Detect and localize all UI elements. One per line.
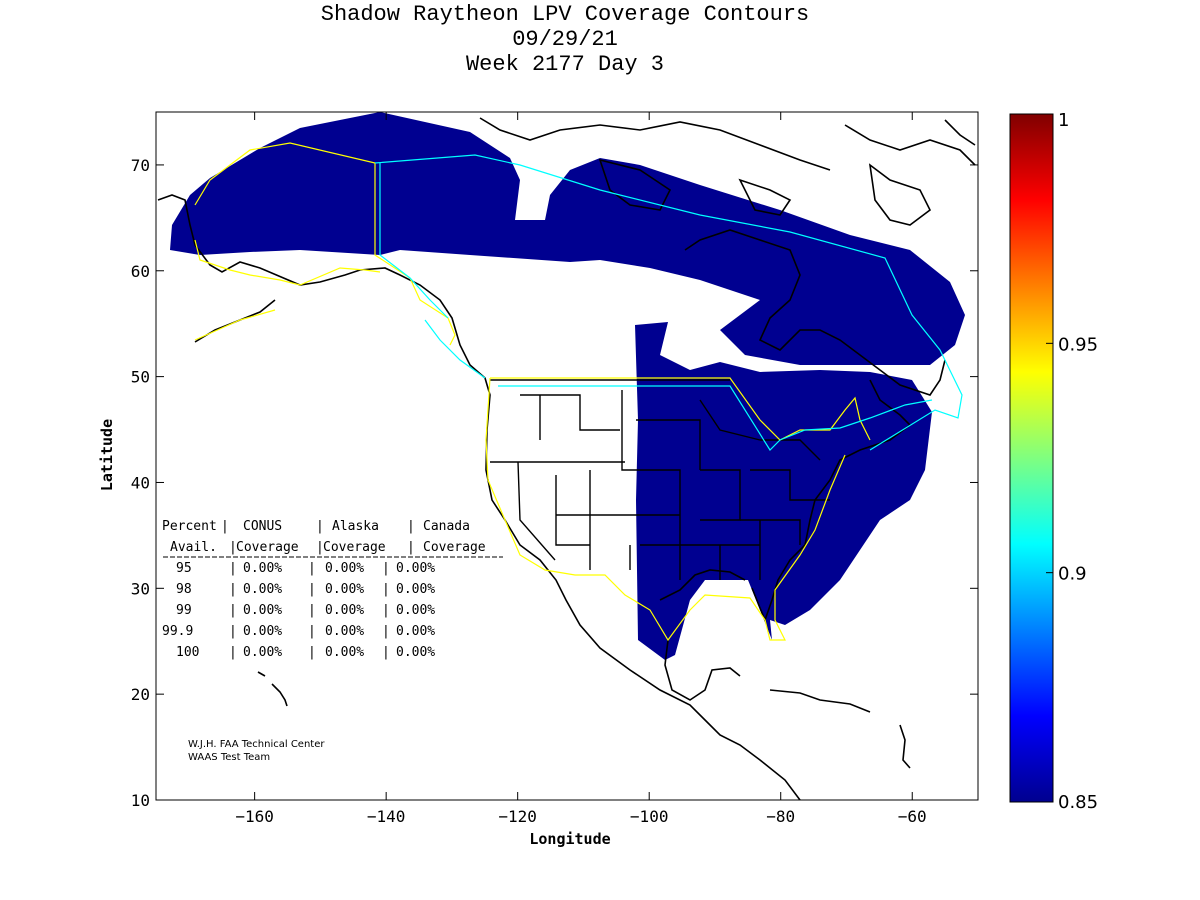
lpv-coverage-region — [170, 112, 965, 660]
credit-line-2: WAAS Test Team — [188, 752, 270, 763]
table-subheader-coverage: Coverage — [423, 540, 486, 555]
table-rows: 95 | 0.00% | 0.00% | 0.00% 98 | 0.00% | 0.00% | 0.00%… — [162, 561, 435, 660]
y-tick-label: 10 — [131, 791, 150, 810]
chart-week: Week 2177 Day 3 — [465, 52, 665, 77]
x-axis-label: Longitude — [529, 830, 610, 848]
table-header-alaska: Alaska — [332, 519, 379, 534]
table-subheader-avail: Avail. — [170, 540, 217, 555]
y-axis-label: Latitude — [98, 419, 116, 491]
credit-line-1: W.J.H. FAA Technical Center — [188, 739, 325, 750]
y-tick-label: 20 — [131, 685, 150, 704]
table-sep: | — [308, 603, 316, 618]
table-sep: | — [229, 624, 237, 639]
map-plot-area — [157, 112, 976, 800]
table-row: 99 | 0.00% | 0.00% | 0.00% — [176, 603, 435, 618]
chart-title: Shadow Raytheon LPV Coverage Contours — [320, 2, 810, 27]
table-sep: | — [308, 645, 316, 660]
row-conus: 0.00% — [243, 624, 282, 639]
colorbar-ticks: 1 0.95 0.9 0.85 — [1046, 110, 1098, 813]
row-percent: 98 — [176, 582, 192, 597]
table-row: 95 | 0.00% | 0.00% | 0.00% — [176, 561, 435, 576]
colorbar — [1009, 113, 1054, 803]
table-sep: | — [407, 540, 415, 555]
row-percent: 100 — [176, 645, 199, 660]
table-row: 99.9 | 0.00% | 0.00% | 0.00% — [162, 624, 435, 639]
table-sep: | — [316, 540, 324, 555]
colorbar-tick-label: 1 — [1058, 110, 1069, 131]
table-sep: | — [382, 645, 390, 660]
row-percent: 95 — [176, 561, 192, 576]
table-header-percent: Percent — [162, 519, 217, 534]
table-sep: | — [229, 645, 237, 660]
table-sep: | — [382, 582, 390, 597]
table-sep: | — [229, 603, 237, 618]
x-tick-label: −60 — [898, 807, 927, 826]
row-conus: 0.00% — [243, 561, 282, 576]
y-tick-label: 40 — [131, 473, 150, 492]
colorbar-tick-label: 0.9 — [1058, 564, 1087, 585]
table-sep: | — [308, 561, 316, 576]
table-row: 98 | 0.00% | 0.00% | 0.00% — [176, 582, 435, 597]
row-alaska: 0.00% — [325, 582, 364, 597]
row-conus: 0.00% — [243, 603, 282, 618]
table-subheader-coverage: Coverage — [323, 540, 386, 555]
table-header-canada: Canada — [423, 519, 470, 534]
row-alaska: 0.00% — [325, 624, 364, 639]
x-tick-label: −140 — [367, 807, 406, 826]
row-canada: 0.00% — [396, 603, 435, 618]
row-canada: 0.00% — [396, 645, 435, 660]
table-sep: | — [308, 582, 316, 597]
table-sep: | — [382, 561, 390, 576]
y-tick-label: 50 — [131, 368, 150, 387]
y-tick-label: 60 — [131, 262, 150, 281]
coverage-boundaries — [194, 142, 963, 642]
table-sep: | — [221, 519, 229, 534]
coverage-statistics-table: Percent | CONUS | Alaska | Canada Avail.… — [162, 519, 503, 660]
x-tick-label: −160 — [235, 807, 274, 826]
table-sep: | — [316, 519, 324, 534]
x-tick-label: −80 — [766, 807, 795, 826]
row-alaska: 0.00% — [325, 645, 364, 660]
row-canada: 0.00% — [396, 582, 435, 597]
plot-frame — [155, 111, 979, 801]
table-subheader-coverage: Coverage — [236, 540, 299, 555]
table-sep: | — [229, 540, 237, 555]
colorbar-tick-label: 0.85 — [1058, 792, 1098, 813]
row-percent: 99 — [176, 603, 192, 618]
x-axis-ticks: −160 −140 −120 −100 −80 −60 — [235, 112, 927, 826]
row-alaska: 0.00% — [325, 603, 364, 618]
y-axis-ticks: 10 20 30 40 50 60 70 — [131, 156, 978, 810]
row-conus: 0.00% — [243, 582, 282, 597]
table-sep: | — [308, 624, 316, 639]
table-sep: | — [407, 519, 415, 534]
x-tick-label: −120 — [498, 807, 537, 826]
table-header-conus: CONUS — [243, 519, 282, 534]
chart-date: 09/29/21 — [512, 27, 618, 52]
y-tick-label: 70 — [131, 156, 150, 175]
row-alaska: 0.00% — [325, 561, 364, 576]
table-sep: | — [229, 582, 237, 597]
x-tick-label: −100 — [630, 807, 669, 826]
y-tick-label: 30 — [131, 579, 150, 598]
row-canada: 0.00% — [396, 624, 435, 639]
colorbar-tick-label: 0.95 — [1058, 334, 1098, 355]
row-percent: 99.9 — [162, 624, 193, 639]
table-sep: | — [229, 561, 237, 576]
state-borders — [490, 379, 830, 580]
table-sep: | — [382, 603, 390, 618]
table-row: 100 | 0.00% | 0.00% | 0.00% — [176, 645, 435, 660]
table-sep: | — [382, 624, 390, 639]
row-conus: 0.00% — [243, 645, 282, 660]
row-canada: 0.00% — [396, 561, 435, 576]
